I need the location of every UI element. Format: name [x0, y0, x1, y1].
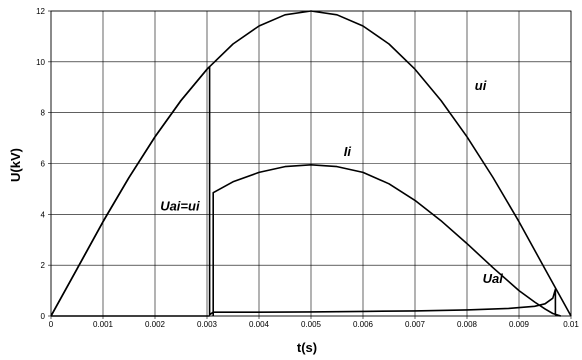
annotation-label: ui: [475, 78, 487, 93]
annotation-label: Ii: [344, 144, 352, 159]
x-tick-label: 0.003: [197, 320, 218, 329]
x-tick-label: 0.001: [93, 320, 114, 329]
x-tick-label: 0.004: [249, 320, 270, 329]
y-axis-title: U(kV): [8, 148, 23, 182]
y-tick-label: 10: [36, 58, 45, 67]
series-layer: [50, 10, 572, 317]
x-tick-label: 0.005: [301, 320, 322, 329]
annotation-label: Uai=ui: [160, 199, 200, 214]
y-tick-labels: 0 2 4 6 8 10 12: [36, 7, 45, 321]
y-tick-label: 6: [41, 160, 46, 169]
x-tick-labels: 0 0.001 0.002 0.003 0.004 0.005 0.006 0.007 0.00…: [49, 320, 580, 329]
x-tick-label: 0.01: [563, 320, 579, 329]
x-tick-label: 0.002: [145, 320, 166, 329]
series-line-2: [212, 164, 561, 317]
y-tick-label: 2: [41, 261, 46, 270]
x-tick-label: 0.009: [509, 320, 530, 329]
x-tick-label: 0.008: [457, 320, 478, 329]
series-line-3: [50, 65, 561, 317]
annotation-label: Uai: [483, 271, 504, 286]
x-tick-label: 0.007: [405, 320, 426, 329]
y-tick-label: 8: [41, 109, 46, 118]
x-axis-title: t(s): [297, 340, 317, 355]
x-tick-label: 0.006: [353, 320, 374, 329]
y-tick-label: 12: [36, 7, 45, 16]
y-tick-label: 4: [41, 210, 46, 219]
x-tick-label: 0: [49, 320, 54, 329]
y-tick-label: 0: [41, 312, 46, 321]
annotations: ui Ii Uai=ui Uai: [160, 78, 503, 286]
